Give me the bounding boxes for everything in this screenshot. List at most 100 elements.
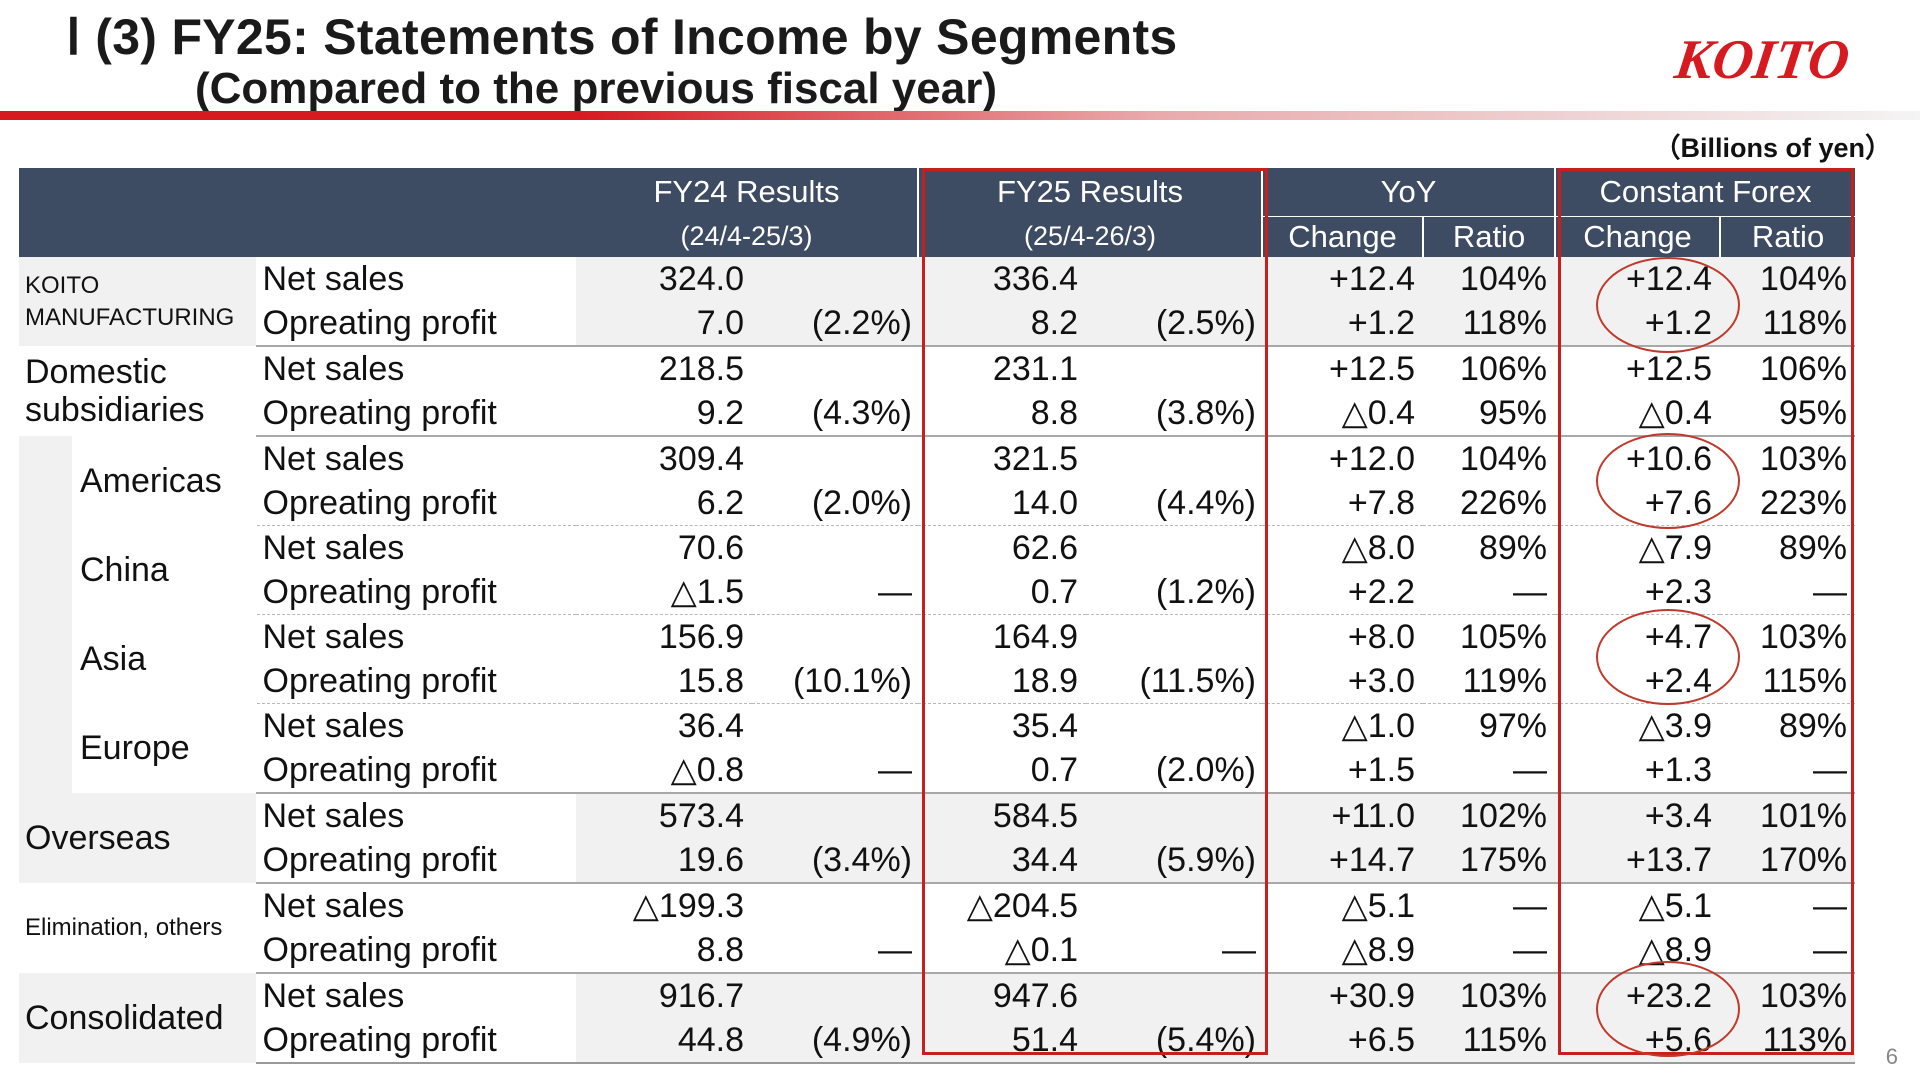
- table-row: Overseas Net sales 573.4 584.5 +11.0 102% +3.4…: [19, 793, 1855, 883]
- title-underline-bar: [0, 111, 1920, 120]
- line-item-label: Opreating profit: [255, 748, 576, 794]
- cf-change: +13.7: [1555, 838, 1720, 884]
- line-item-label: Net sales: [255, 257, 576, 301]
- fy25-margin: (3.8%): [1086, 391, 1262, 437]
- fy24-margin: [752, 703, 918, 748]
- yoy-change: +8.0: [1262, 614, 1423, 659]
- cf-change: △3.9: [1555, 703, 1720, 748]
- yoy-ratio: 104%: [1423, 436, 1555, 481]
- line-item-label: Opreating profit: [255, 481, 576, 526]
- fy25-value: 231.1: [918, 346, 1086, 391]
- fy25-value: △204.5: [918, 883, 1086, 928]
- koito-logo: KOITO: [1672, 29, 1853, 90]
- col-header-yoy-change: Change: [1261, 216, 1423, 257]
- fy25-value: 584.5: [918, 793, 1086, 838]
- segment-label: Europe: [72, 703, 257, 793]
- line-item-label: Opreating profit: [255, 928, 576, 974]
- yoy-change: △5.1: [1262, 883, 1423, 928]
- slide-subtitle: (Compared to the previous fiscal year): [195, 64, 997, 113]
- segment-label: China: [72, 525, 257, 615]
- unit-label: （Billions of yen）: [1653, 133, 1892, 163]
- line-item-label: Opreating profit: [255, 391, 576, 437]
- fy25-value: △0.1: [918, 928, 1086, 974]
- line-item-label: Net sales: [255, 614, 576, 659]
- line-item-label: Opreating profit: [255, 659, 576, 704]
- cf-ratio: ―: [1720, 748, 1855, 794]
- yoy-change: +7.8: [1262, 481, 1423, 526]
- fy25-margin: (2.5%): [1086, 301, 1262, 347]
- cf-change: +12.5: [1555, 346, 1720, 391]
- fy25-value: 336.4: [918, 257, 1086, 301]
- table-row: Elimination, others Net sales △199.3 △204.5…: [19, 883, 1855, 973]
- fy25-margin: (4.4%): [1086, 481, 1262, 526]
- fy25-value: 34.4: [918, 838, 1086, 884]
- yoy-ratio: 104%: [1423, 257, 1555, 301]
- cf-change: +5.6: [1555, 1018, 1720, 1064]
- yoy-ratio: 106%: [1423, 346, 1555, 391]
- cf-ratio: 89%: [1720, 525, 1855, 570]
- line-item-label: Opreating profit: [255, 570, 576, 615]
- fy24-margin: ―: [752, 570, 918, 615]
- table-row: Opreating profit 7.0 (2.2%) 8.2 (2.5%) +1.2 11…: [19, 301, 1855, 347]
- fy24-margin: [752, 883, 918, 928]
- fy25-margin: [1086, 346, 1262, 391]
- cf-change: +2.4: [1555, 659, 1720, 704]
- table-row: Americas Net sales 309.4 321.5 +12.0 104% +10.…: [19, 436, 1855, 526]
- col-header-fy24-period: (24/4-25/3): [576, 216, 918, 257]
- cf-change: △7.9: [1555, 525, 1720, 570]
- line-item-label: Net sales: [255, 703, 576, 748]
- fy24-margin: ―: [752, 748, 918, 794]
- cf-change: +1.3: [1555, 748, 1720, 794]
- cf-change: △0.4: [1555, 391, 1720, 437]
- cf-ratio: ―: [1720, 883, 1855, 928]
- fy24-margin: [752, 525, 918, 570]
- cf-change: +10.6: [1555, 436, 1720, 481]
- cf-ratio: 106%: [1720, 346, 1855, 391]
- col-header-cf-change: Change: [1554, 216, 1720, 257]
- yoy-ratio: 105%: [1423, 614, 1555, 659]
- line-item-label: Net sales: [255, 793, 576, 838]
- cf-change: +23.2: [1555, 973, 1720, 1018]
- cf-ratio: 170%: [1720, 838, 1855, 884]
- fy25-value: 51.4: [918, 1018, 1086, 1064]
- yoy-ratio: 89%: [1423, 525, 1555, 570]
- yoy-ratio: 119%: [1423, 659, 1555, 704]
- col-header-yoy: YoY: [1261, 168, 1555, 217]
- yoy-ratio: ―: [1423, 883, 1555, 928]
- yoy-change: △8.9: [1262, 928, 1423, 974]
- cf-ratio: ―: [1720, 928, 1855, 974]
- line-item-label: Net sales: [255, 525, 576, 570]
- col-header-fy24: FY24 Results: [576, 168, 918, 217]
- fy25-value: 8.8: [918, 391, 1086, 437]
- fy24-margin: (3.4%): [752, 838, 918, 884]
- fy24-margin: [752, 793, 918, 838]
- overseas-indent-cell: [19, 525, 72, 615]
- fy25-margin: ―: [1086, 928, 1262, 974]
- yoy-change: +1.2: [1262, 301, 1423, 347]
- fy25-value: 14.0: [918, 481, 1086, 526]
- fy25-margin: (5.9%): [1086, 838, 1262, 884]
- fy25-margin: [1086, 973, 1262, 1018]
- fy25-margin: [1086, 614, 1262, 659]
- fy25-value: 947.6: [918, 973, 1086, 1018]
- fy24-margin: [752, 346, 918, 391]
- fy25-value: 35.4: [918, 703, 1086, 748]
- fy25-value: 164.9: [918, 614, 1086, 659]
- yoy-ratio: 95%: [1423, 391, 1555, 437]
- fy24-margin: (10.1%): [752, 659, 918, 704]
- fy25-margin: [1086, 703, 1262, 748]
- cf-change: +2.3: [1555, 570, 1720, 615]
- table-row: Opreating profit 6.2 (2.0%) 14.0 (4.4%) +7.8 2…: [19, 481, 1855, 526]
- yoy-ratio: ―: [1423, 570, 1555, 615]
- yoy-ratio: 115%: [1423, 1018, 1555, 1064]
- fy24-value: △1.5: [576, 570, 752, 615]
- fy24-margin: (2.0%): [752, 481, 918, 526]
- fy24-value: 19.6: [576, 838, 752, 884]
- yoy-change: +12.4: [1262, 257, 1423, 301]
- yoy-change: +6.5: [1262, 1018, 1423, 1064]
- fy25-margin: [1086, 793, 1262, 838]
- col-header-cf-ratio: Ratio: [1719, 216, 1855, 257]
- fy24-value: 7.0: [576, 301, 752, 347]
- fy24-margin: (4.3%): [752, 391, 918, 437]
- fy25-margin: (11.5%): [1086, 659, 1262, 704]
